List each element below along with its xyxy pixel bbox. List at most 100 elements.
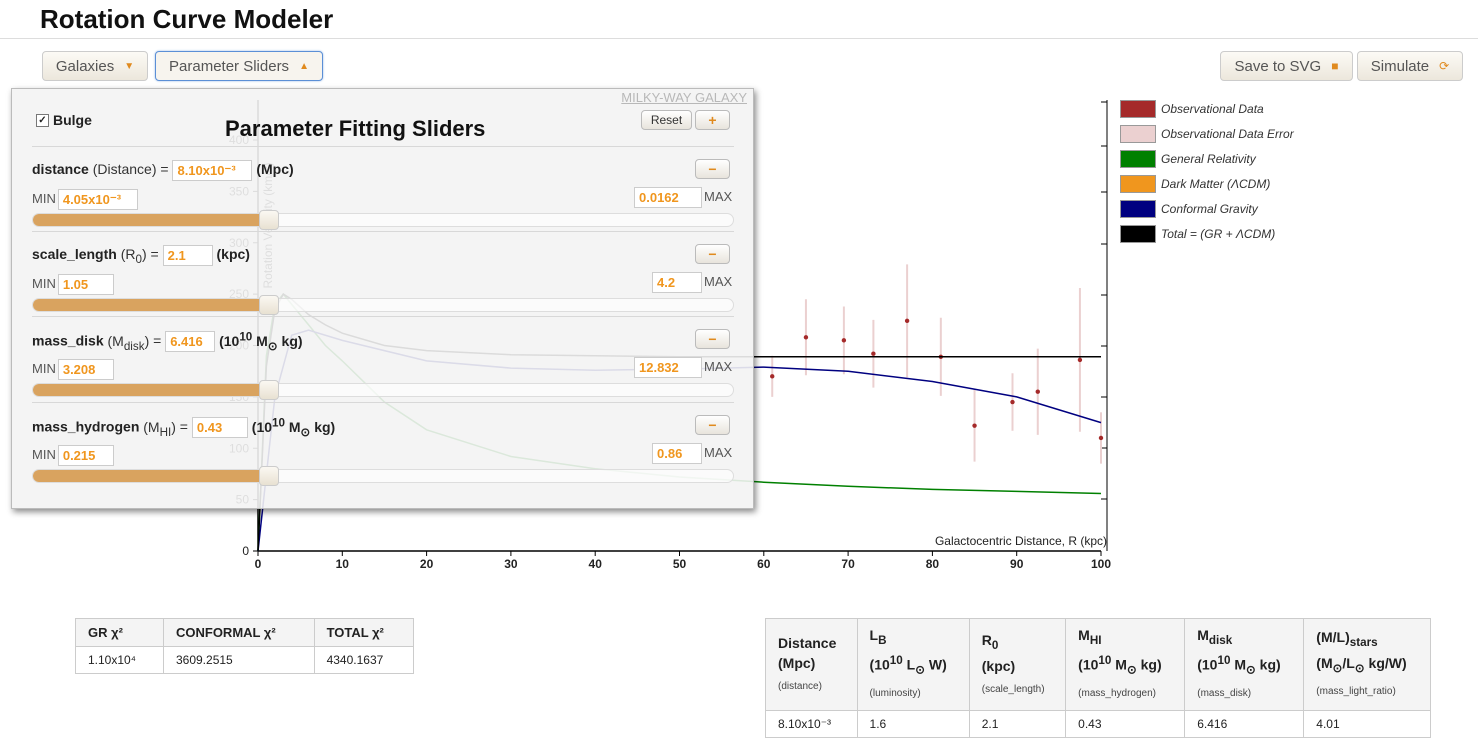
max-value-input[interactable]: 4.2 — [652, 272, 702, 293]
table-header-cell: Mdisk (1010 M⊙ kg) (mass_disk) — [1184, 617, 1305, 712]
table-cell: 8.10x10⁻³ — [765, 710, 858, 739]
x-tick-label: 40 — [589, 557, 603, 571]
table-header-cell: (M/L)stars (M⊙/L⊙ kg/W) (mass_light_ratio) — [1303, 617, 1431, 712]
legend-label: Dark Matter (ΛCDM) — [1161, 176, 1271, 191]
legend-swatch — [1120, 199, 1156, 218]
parameter-slider-track[interactable] — [32, 295, 734, 315]
slider-handle[interactable] — [259, 466, 279, 486]
parameter-sliders-dropdown-button[interactable]: Parameter Sliders ▲ — [155, 51, 323, 81]
legend-swatch — [1120, 174, 1156, 193]
parameter-slider-track[interactable] — [32, 466, 734, 486]
data-point — [770, 374, 775, 379]
table-header-cell: LB (1010 L⊙ W) (luminosity) — [856, 617, 970, 712]
min-value-input[interactable]: 3.208 — [57, 359, 114, 380]
x-tick-label: 30 — [504, 557, 518, 571]
table-header-row: GR χ² CONFORMAL χ² TOTAL χ² — [75, 618, 415, 647]
min-label: MIN 0.215 — [32, 445, 114, 466]
legend-item[interactable]: General Relativity — [1120, 146, 1294, 171]
table-cell: 6.416 — [1184, 710, 1305, 739]
parameter-value-input[interactable]: 6.416 — [165, 331, 216, 353]
checkmark-icon[interactable]: ✓ — [36, 113, 49, 127]
parameter-slider-track[interactable] — [32, 380, 734, 400]
parameter-value-input[interactable]: 0.43 — [191, 417, 248, 439]
table-header-cell: MHI (1010 M⊙ kg) (mass_hydrogen) — [1065, 617, 1186, 712]
parameter-values-table: Distance (Mpc) (distance) LB (1010 L⊙ W) (lum… — [765, 617, 1431, 739]
data-point — [1077, 357, 1083, 363]
parameter-symbol: (Distance) — [92, 161, 157, 178]
galaxy-name-label: MILKY-WAY GALAXY — [621, 90, 747, 105]
legend-item[interactable]: Conformal Gravity — [1120, 196, 1294, 221]
refresh-icon: ⟳ — [1439, 59, 1450, 73]
parameter-unit: (kpc) — [216, 246, 250, 263]
table-header-cell: R0 (kpc) (scale_length) — [968, 617, 1067, 712]
x-tick-label: 70 — [841, 557, 855, 571]
galaxies-button-label: Galaxies — [55, 57, 115, 75]
save-to-svg-button[interactable]: Save to SVG ■ — [1220, 51, 1353, 81]
reset-button[interactable]: Reset — [641, 110, 692, 130]
parameter-symbol: (R0) — [120, 246, 147, 266]
slider-fill — [33, 470, 269, 482]
data-point — [841, 338, 847, 343]
table-header-row: Distance (Mpc) (distance) LB (1010 L⊙ W) (lum… — [765, 617, 1431, 712]
min-value-input[interactable]: 0.215 — [57, 445, 114, 466]
table-cell: 4340.1637 — [313, 646, 415, 674]
min-label: MIN 1.05 — [32, 274, 114, 295]
simulate-button[interactable]: Simulate ⟳ — [1357, 51, 1463, 81]
remove-parameter-button[interactable]: − — [695, 244, 730, 264]
plus-icon: + — [708, 112, 717, 128]
data-point — [1098, 435, 1104, 441]
x-tick-label: 60 — [757, 557, 771, 571]
x-tick-label: 10 — [336, 557, 350, 571]
min-value-input[interactable]: 1.05 — [57, 274, 114, 295]
floppy-disk-icon: ■ — [1331, 59, 1339, 73]
parameter-divider — [32, 231, 734, 232]
slider-handle[interactable] — [259, 380, 279, 400]
table-cell: 1.10x10⁴ — [75, 646, 164, 674]
parameter-value-input[interactable]: 8.10x10⁻³ — [172, 160, 253, 181]
bulge-checkbox[interactable]: ✓ Bulge — [36, 112, 92, 128]
min-value-input[interactable]: 4.05x10⁻³ — [57, 189, 138, 210]
legend-item[interactable]: Dark Matter (ΛCDM) — [1120, 171, 1294, 196]
parameter-label-mass_hydrogen: mass_hydrogen (MHI) = 0.43 (1010 M⊙ kg) — [32, 416, 336, 439]
table-header-cell: CONFORMAL χ² — [162, 618, 315, 647]
max-value-input[interactable]: 12.832 — [634, 357, 702, 378]
max-value-input[interactable]: 0.0162 — [634, 187, 702, 208]
galaxies-dropdown-button[interactable]: Galaxies ▼ — [42, 51, 148, 81]
add-parameter-button[interactable]: + — [695, 110, 730, 130]
legend-item[interactable]: Total = (GR + ΛCDM) — [1120, 221, 1294, 246]
parameter-label-mass_disk: mass_disk (Mdisk) = 6.416 (1010 M⊙ kg) — [32, 330, 303, 353]
max-label: 12.832 MAX — [634, 357, 732, 378]
legend-label: Total = (GR + ΛCDM) — [1161, 226, 1276, 241]
parameter-unit: (Mpc) — [256, 161, 294, 178]
panel-title: Parameter Fitting Sliders — [225, 116, 486, 141]
minus-icon: − — [708, 417, 717, 433]
parameter-name: mass_disk — [32, 332, 104, 349]
max-value-input[interactable]: 0.86 — [652, 443, 702, 464]
legend-swatch — [1120, 149, 1156, 168]
data-point — [972, 423, 977, 428]
parameter-value-input[interactable]: 2.1 — [162, 245, 213, 266]
x-tick-label: 20 — [420, 557, 434, 571]
minus-icon: − — [708, 246, 717, 262]
parameter-slider-track[interactable] — [32, 210, 734, 230]
slider-fill — [33, 214, 269, 226]
y-tick-label: 0 — [242, 544, 249, 558]
x-tick-label: 50 — [673, 557, 687, 571]
remove-parameter-button[interactable]: − — [695, 415, 730, 435]
max-label: 4.2 MAX — [652, 272, 732, 293]
slider-handle[interactable] — [259, 295, 279, 315]
legend-item[interactable]: Observational Data Error — [1120, 121, 1294, 146]
caret-down-icon: ▼ — [124, 60, 135, 72]
legend-swatch — [1120, 124, 1156, 143]
remove-parameter-button[interactable]: − — [695, 329, 730, 349]
parameter-name: distance — [32, 161, 89, 178]
minus-icon: − — [708, 331, 717, 347]
parameter-unit: (1010 M⊙ kg) — [219, 330, 303, 353]
legend-item[interactable]: Observational Data — [1120, 96, 1294, 121]
legend-label: Observational Data — [1161, 101, 1264, 116]
x-tick-label: 90 — [1010, 557, 1024, 571]
remove-parameter-button[interactable]: − — [695, 159, 730, 179]
legend-label: General Relativity — [1161, 151, 1256, 166]
slider-handle[interactable] — [259, 210, 279, 230]
slider-fill — [33, 299, 269, 311]
